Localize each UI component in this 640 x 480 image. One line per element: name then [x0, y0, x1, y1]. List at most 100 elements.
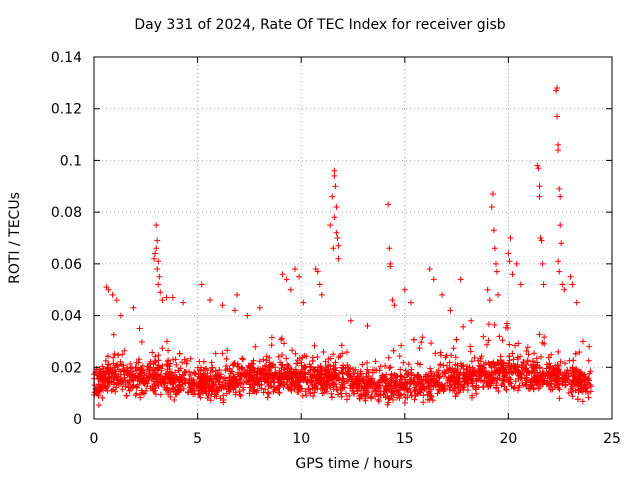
- data-point: [515, 369, 522, 376]
- data-point: [459, 375, 466, 381]
- data-point: [337, 387, 344, 394]
- data-point: [339, 375, 346, 382]
- data-point: [346, 392, 353, 399]
- data-point: [491, 322, 498, 328]
- data-point: [520, 382, 526, 389]
- data-point: [209, 368, 216, 375]
- data-point-outlier: [155, 281, 162, 288]
- data-point: [390, 396, 396, 403]
- data-point: [197, 383, 203, 390]
- data-point: [354, 387, 361, 394]
- data-point: [213, 393, 220, 400]
- data-point: [585, 394, 592, 401]
- data-point: [541, 377, 548, 384]
- data-point: [325, 363, 332, 370]
- data-point: [497, 353, 504, 360]
- data-point: [408, 392, 415, 399]
- data-point: [161, 379, 168, 386]
- data-point: [375, 385, 382, 391]
- data-point: [173, 374, 180, 381]
- data-point: [564, 367, 571, 374]
- data-point: [287, 365, 294, 372]
- data-point: [483, 372, 490, 379]
- data-point: [588, 383, 594, 390]
- data-point: [134, 381, 141, 388]
- data-point: [563, 375, 569, 382]
- data-point: [376, 367, 383, 374]
- data-point-outlier: [486, 297, 493, 304]
- data-point: [412, 392, 419, 399]
- data-point: [225, 380, 232, 387]
- data-point: [484, 341, 490, 348]
- data-point: [514, 354, 521, 361]
- data-point: [246, 390, 253, 397]
- data-point-outlier: [327, 222, 334, 229]
- data-point: [562, 360, 568, 367]
- data-point-outlier: [316, 281, 323, 288]
- data-point: [153, 372, 160, 379]
- data-point: [417, 389, 424, 396]
- data-point-outlier: [538, 237, 545, 244]
- data-point: [453, 336, 460, 343]
- data-point: [114, 363, 121, 370]
- data-point: [356, 395, 363, 402]
- data-point: [99, 395, 106, 401]
- data-point: [265, 367, 272, 374]
- data-point: [464, 363, 470, 370]
- data-point: [447, 366, 454, 373]
- data-point: [113, 384, 120, 391]
- data-point: [184, 357, 191, 364]
- data-point: [269, 372, 276, 379]
- data-point-outlier: [447, 307, 454, 314]
- data-point: [105, 353, 111, 360]
- data-point: [262, 386, 269, 393]
- data-point: [279, 362, 286, 369]
- data-point: [241, 367, 248, 373]
- data-point: [110, 386, 117, 393]
- data-point: [385, 354, 392, 361]
- data-point: [506, 353, 513, 360]
- data-point-outlier: [153, 245, 160, 252]
- data-point-outlier: [556, 185, 563, 192]
- data-point: [236, 366, 243, 373]
- data-point: [364, 359, 371, 366]
- data-point: [144, 366, 151, 373]
- data-point: [539, 381, 546, 388]
- y-tick-label: 0: [73, 412, 82, 428]
- data-point: [456, 371, 463, 378]
- data-point: [212, 350, 219, 357]
- data-point: [105, 368, 112, 375]
- data-point: [486, 379, 493, 386]
- data-point: [200, 358, 207, 365]
- data-point: [176, 373, 183, 380]
- data-point: [133, 359, 140, 366]
- data-point: [431, 373, 438, 380]
- data-point: [260, 356, 267, 363]
- data-point: [215, 374, 222, 381]
- data-point: [454, 381, 461, 388]
- data-point-outlier: [154, 237, 161, 244]
- data-point: [159, 345, 166, 352]
- data-point: [416, 345, 423, 352]
- data-point: [223, 355, 230, 362]
- data-point: [506, 341, 513, 348]
- data-point: [299, 392, 306, 399]
- data-point-outlier: [130, 304, 137, 311]
- data-point: [432, 350, 439, 357]
- data-point-outlier: [330, 245, 337, 252]
- data-point-outlier: [154, 266, 161, 272]
- data-point: [363, 374, 370, 380]
- data-point: [469, 394, 475, 401]
- data-point: [124, 364, 130, 371]
- data-point: [182, 380, 189, 387]
- data-point: [510, 385, 517, 392]
- data-point: [251, 381, 258, 388]
- data-point: [224, 347, 231, 354]
- data-point: [359, 361, 366, 368]
- data-point-outlier: [505, 250, 512, 257]
- data-point: [278, 336, 285, 343]
- data-point: [197, 367, 204, 374]
- data-point: [149, 349, 156, 356]
- data-point: [363, 390, 370, 397]
- data-point: [278, 378, 285, 385]
